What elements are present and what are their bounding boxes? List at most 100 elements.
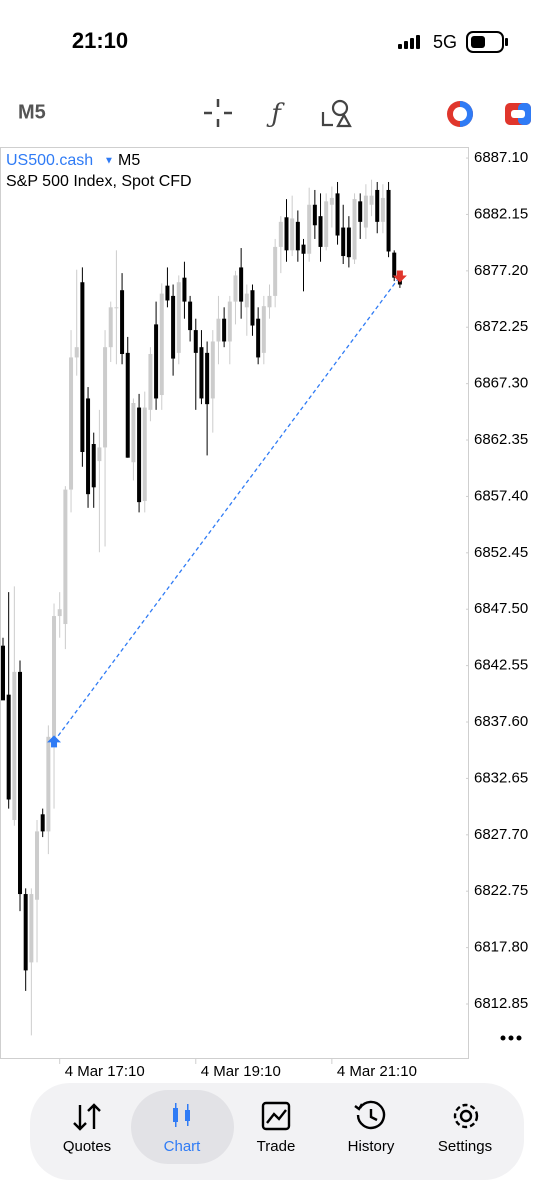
candle-body (114, 307, 119, 309)
candle-body (18, 671, 23, 895)
y-tick-label: 6852.45 (474, 544, 528, 561)
candle-body (386, 189, 391, 252)
candle-body (267, 295, 272, 308)
candle-body (312, 204, 317, 226)
candle-body (273, 246, 278, 296)
nav-tab-label[interactable]: Quotes (63, 1138, 111, 1155)
candle-body (216, 318, 221, 342)
candle-body (375, 189, 380, 222)
candle-body (261, 306, 266, 353)
plot (1, 179, 407, 1036)
sell-arrow (392, 270, 407, 283)
candle-body (108, 307, 113, 348)
y-tick-label: 6822.75 (474, 882, 528, 899)
nav-tab-label[interactable]: Settings (438, 1138, 492, 1155)
candle-body (341, 227, 346, 257)
settings-icon (453, 1103, 479, 1129)
signal-icon (398, 35, 420, 49)
candle-body (148, 354, 153, 410)
candle-body (227, 301, 232, 342)
y-tick-label: 6847.50 (474, 600, 528, 617)
trade-icon (261, 1101, 291, 1131)
y-tick-label: 6812.85 (474, 995, 528, 1012)
candle-body (154, 324, 159, 399)
trade-button[interactable] (447, 101, 473, 127)
trade-line (53, 276, 401, 742)
objects-button[interactable] (321, 99, 352, 128)
status-time: 21:10 (72, 28, 128, 53)
candle-body (35, 831, 40, 900)
candle-body (392, 252, 397, 278)
y-tick-label: 6867.30 (474, 375, 528, 392)
symbol-description: S&P 500 Index, Spot CFD (6, 173, 192, 190)
candle-body (233, 275, 238, 302)
y-tick-label: 6872.25 (474, 318, 528, 335)
candle-body (63, 489, 68, 625)
nav-tab-label[interactable]: Trade (257, 1138, 296, 1155)
candle-body (329, 197, 334, 205)
nav-tab-label[interactable]: Chart (164, 1138, 202, 1155)
x-tick-label: 4 Mar 19:10 (201, 1063, 281, 1080)
crosshair-button[interactable] (204, 99, 232, 127)
candle-body (159, 293, 164, 396)
more-button[interactable] (500, 1035, 522, 1041)
candle-body (363, 195, 368, 228)
indicators-button[interactable]: ƒ (266, 99, 285, 129)
nav-selected (131, 1090, 234, 1164)
y-tick-label: 6882.15 (474, 205, 528, 222)
candle-body (86, 398, 91, 495)
candle-body (346, 227, 351, 258)
candle-body (176, 282, 181, 353)
candle-body (210, 341, 215, 399)
candle-body (131, 403, 136, 463)
buy-arrow (47, 735, 62, 748)
candle-body (165, 285, 170, 301)
nav-tab-label[interactable]: History (348, 1138, 395, 1155)
y-tick-label: 6827.70 (474, 826, 528, 843)
x-tick-label: 4 Mar 21:10 (337, 1063, 417, 1080)
candle-body (222, 318, 227, 342)
candle-body (57, 609, 62, 617)
y-tick-label: 6857.40 (474, 487, 528, 504)
candle-body (278, 221, 283, 247)
candle-body (12, 671, 17, 820)
candle-body (171, 295, 176, 359)
candle-body (284, 217, 289, 251)
x-tick-label: 4 Mar 17:10 (65, 1063, 145, 1080)
y-tick-label: 6842.55 (474, 657, 528, 674)
candle-body (307, 204, 312, 254)
candle-body (6, 694, 11, 800)
candle-body (74, 347, 79, 358)
y-tick-label: 6837.60 (474, 713, 528, 730)
candle-body (97, 447, 102, 462)
candle-body (380, 197, 385, 222)
candle-body (256, 318, 261, 358)
symbol-label[interactable]: US500.cash (6, 152, 93, 169)
symbol-dropdown[interactable]: ▼ (104, 156, 114, 167)
candle-body (335, 193, 340, 236)
candle-body (120, 290, 125, 355)
quotes-icon (73, 1103, 101, 1131)
candle-body (193, 330, 198, 353)
account-button[interactable] (505, 103, 531, 125)
candle-body (239, 267, 244, 302)
y-tick-label: 6877.20 (474, 262, 528, 279)
network-label: 5G (433, 32, 457, 52)
battery-icon (466, 31, 508, 53)
timeframe-button[interactable]: M5 (18, 101, 46, 123)
candle-body (40, 814, 45, 832)
candle-body (125, 352, 130, 458)
candle-body (142, 407, 147, 501)
candle-body (301, 244, 306, 254)
candle-body (290, 218, 295, 251)
y-tick-label: 6817.80 (474, 939, 528, 956)
candle-body (182, 277, 187, 302)
candle-body (52, 616, 57, 746)
chart-timeframe: M5 (118, 152, 140, 169)
candle-body (358, 201, 363, 222)
chart-frame (0, 147, 469, 1059)
y-tick-label: 6862.35 (474, 431, 528, 448)
candle-body (23, 894, 28, 971)
